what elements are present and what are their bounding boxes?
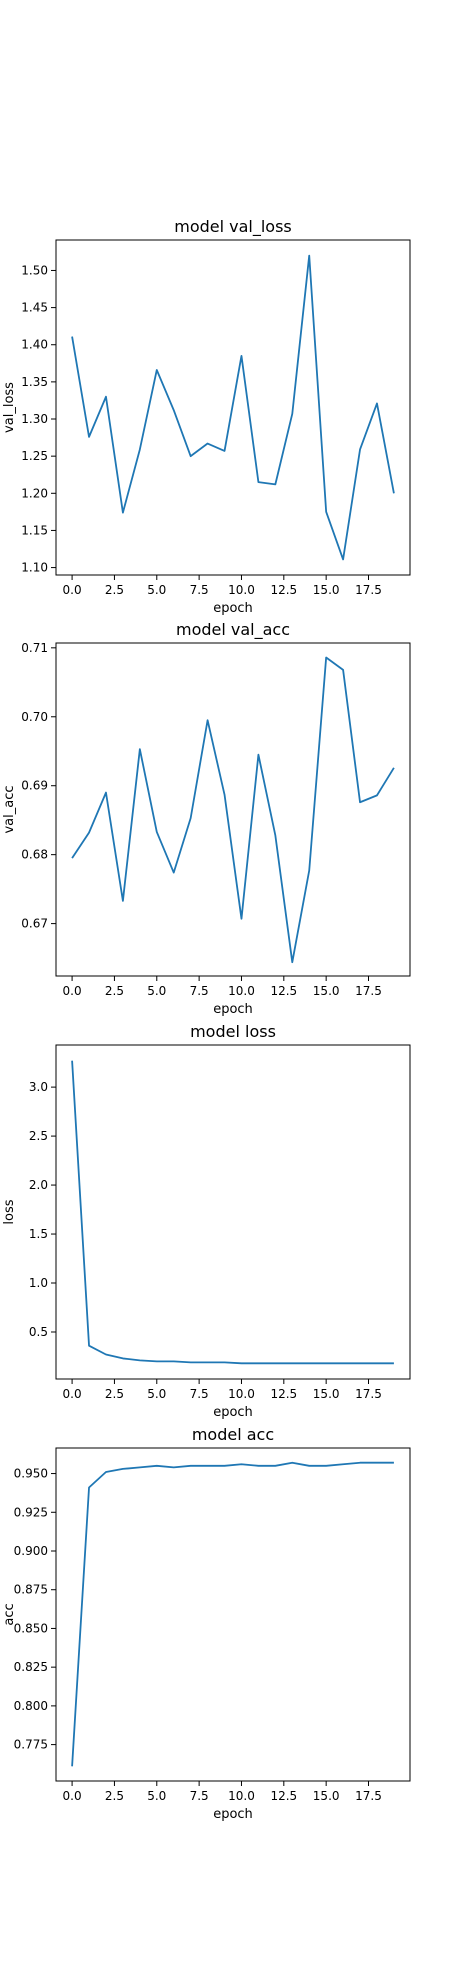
y-tick-label: 3.0	[29, 1080, 48, 1094]
x-tick-label: 2.5	[105, 984, 124, 998]
x-tick-label: 12.5	[270, 1789, 297, 1803]
x-tick-label: 17.5	[355, 984, 382, 998]
y-tick-label: 0.900	[14, 1544, 48, 1558]
y-ticks: 0.67 0.68 0.69 0.70 0.71	[21, 641, 56, 931]
x-tick-label: 0.0	[63, 1387, 82, 1401]
y-tick-label: 0.70	[21, 710, 48, 724]
x-ticks: 0.0 2.5 5.0 7.5 10.0 12.5 15.0 17.5	[63, 1781, 382, 1803]
chart-val-loss: model val_loss 0.0 2.5 5.0 7.5 10.0 12.5 15.0 1…	[2, 217, 411, 616]
y-ticks: 1.10 1.15 1.20 1.25 1.30 1.35 1.40 1.45 1.50	[21, 263, 56, 575]
y-axis-label: val_acc	[2, 785, 17, 833]
x-tick-label: 15.0	[313, 984, 340, 998]
x-tick-label: 17.5	[355, 1789, 382, 1803]
x-tick-label: 2.5	[105, 583, 124, 597]
x-tick-label: 5.0	[147, 1387, 166, 1401]
y-tick-label: 1.15	[21, 523, 48, 537]
chart-title: model acc	[192, 1425, 274, 1444]
x-tick-label: 0.0	[63, 583, 82, 597]
x-tick-label: 7.5	[190, 583, 209, 597]
y-axis-label: val_loss	[2, 382, 17, 433]
plot-area	[55, 642, 411, 977]
x-tick-label: 17.5	[355, 1387, 382, 1401]
y-tick-label: 1.45	[21, 301, 48, 315]
x-axis-label: epoch	[213, 1002, 253, 1017]
y-tick-label: 1.35	[21, 375, 48, 389]
y-tick-label: 0.71	[21, 641, 48, 655]
x-tick-label: 12.5	[270, 583, 297, 597]
x-tick-label: 5.0	[147, 984, 166, 998]
series-line	[71, 1461, 394, 1767]
x-axis-label: epoch	[213, 1807, 253, 1822]
x-tick-label: 15.0	[313, 583, 340, 597]
plot-area	[55, 239, 411, 576]
y-tick-label: 0.875	[14, 1583, 48, 1597]
series-line	[71, 254, 395, 561]
x-tick-label: 10.0	[228, 583, 255, 597]
y-ticks: 0.5 1.0 1.5 2.0 2.5 3.0	[29, 1080, 56, 1339]
chart-title: model val_acc	[176, 620, 290, 640]
y-tick-label: 0.775	[14, 1738, 48, 1752]
y-tick-label: 1.20	[21, 486, 48, 500]
y-tick-label: 0.800	[14, 1699, 48, 1713]
y-tick-label: 1.50	[21, 263, 48, 277]
y-tick-label: 1.10	[21, 561, 48, 575]
x-tick-label: 10.0	[228, 1789, 255, 1803]
x-tick-label: 15.0	[313, 1789, 340, 1803]
y-axis-label: loss	[2, 1199, 17, 1224]
y-tick-label: 0.5	[29, 1325, 48, 1339]
chart-title: model val_loss	[174, 217, 292, 237]
x-tick-label: 10.0	[228, 984, 255, 998]
x-tick-label: 7.5	[190, 1387, 209, 1401]
x-tick-label: 2.5	[105, 1789, 124, 1803]
y-tick-label: 0.850	[14, 1621, 48, 1635]
chart-acc: model acc 0.0 2.5 5.0 7.5 10.0 12.5 15.0 17.5 0…	[2, 1425, 411, 1822]
x-axis-label: epoch	[213, 1405, 253, 1420]
y-tick-label: 1.5	[29, 1227, 48, 1241]
y-tick-label: 0.67	[21, 917, 48, 931]
y-axis-label: acc	[2, 1603, 17, 1625]
y-tick-label: 0.69	[21, 779, 48, 793]
chart-title: model loss	[190, 1022, 276, 1041]
y-tick-label: 0.950	[14, 1467, 48, 1481]
x-tick-label: 5.0	[147, 583, 166, 597]
x-ticks: 0.0 2.5 5.0 7.5 10.0 12.5 15.0 17.5	[63, 575, 382, 597]
x-tick-label: 15.0	[313, 1387, 340, 1401]
y-tick-label: 0.925	[14, 1505, 48, 1519]
x-tick-label: 0.0	[63, 984, 82, 998]
x-tick-label: 7.5	[190, 984, 209, 998]
y-tick-label: 0.68	[21, 848, 48, 862]
x-tick-label: 10.0	[228, 1387, 255, 1401]
x-axis-label: epoch	[213, 601, 253, 616]
y-tick-label: 1.25	[21, 449, 48, 463]
y-tick-label: 1.40	[21, 338, 48, 352]
x-ticks: 0.0 2.5 5.0 7.5 10.0 12.5 15.0 17.5	[63, 976, 382, 998]
x-ticks: 0.0 2.5 5.0 7.5 10.0 12.5 15.0 17.5	[63, 1379, 382, 1401]
x-tick-label: 5.0	[147, 1789, 166, 1803]
chart-loss: model loss 0.0 2.5 5.0 7.5 10.0 12.5 15.0 17.5 …	[2, 1022, 411, 1420]
x-tick-label: 0.0	[63, 1789, 82, 1803]
plot-area	[55, 1044, 411, 1380]
x-tick-label: 12.5	[270, 984, 297, 998]
x-tick-label: 17.5	[355, 583, 382, 597]
x-tick-label: 12.5	[270, 1387, 297, 1401]
y-tick-label: 2.5	[29, 1129, 48, 1143]
chart-val-acc: model val_acc 0.0 2.5 5.0 7.5 10.0 12.5 15.0 17…	[2, 620, 411, 1017]
y-tick-label: 1.30	[21, 412, 48, 426]
y-tick-label: 0.825	[14, 1660, 48, 1674]
y-ticks: 0.775 0.800 0.825 0.850 0.875 0.900 0.925 0.950	[14, 1467, 56, 1752]
series-line	[71, 656, 395, 964]
x-tick-label: 7.5	[190, 1789, 209, 1803]
series-line	[71, 1060, 394, 1365]
plot-area	[55, 1447, 411, 1782]
x-tick-label: 2.5	[105, 1387, 124, 1401]
y-tick-label: 2.0	[29, 1178, 48, 1192]
y-tick-label: 1.0	[29, 1276, 48, 1290]
